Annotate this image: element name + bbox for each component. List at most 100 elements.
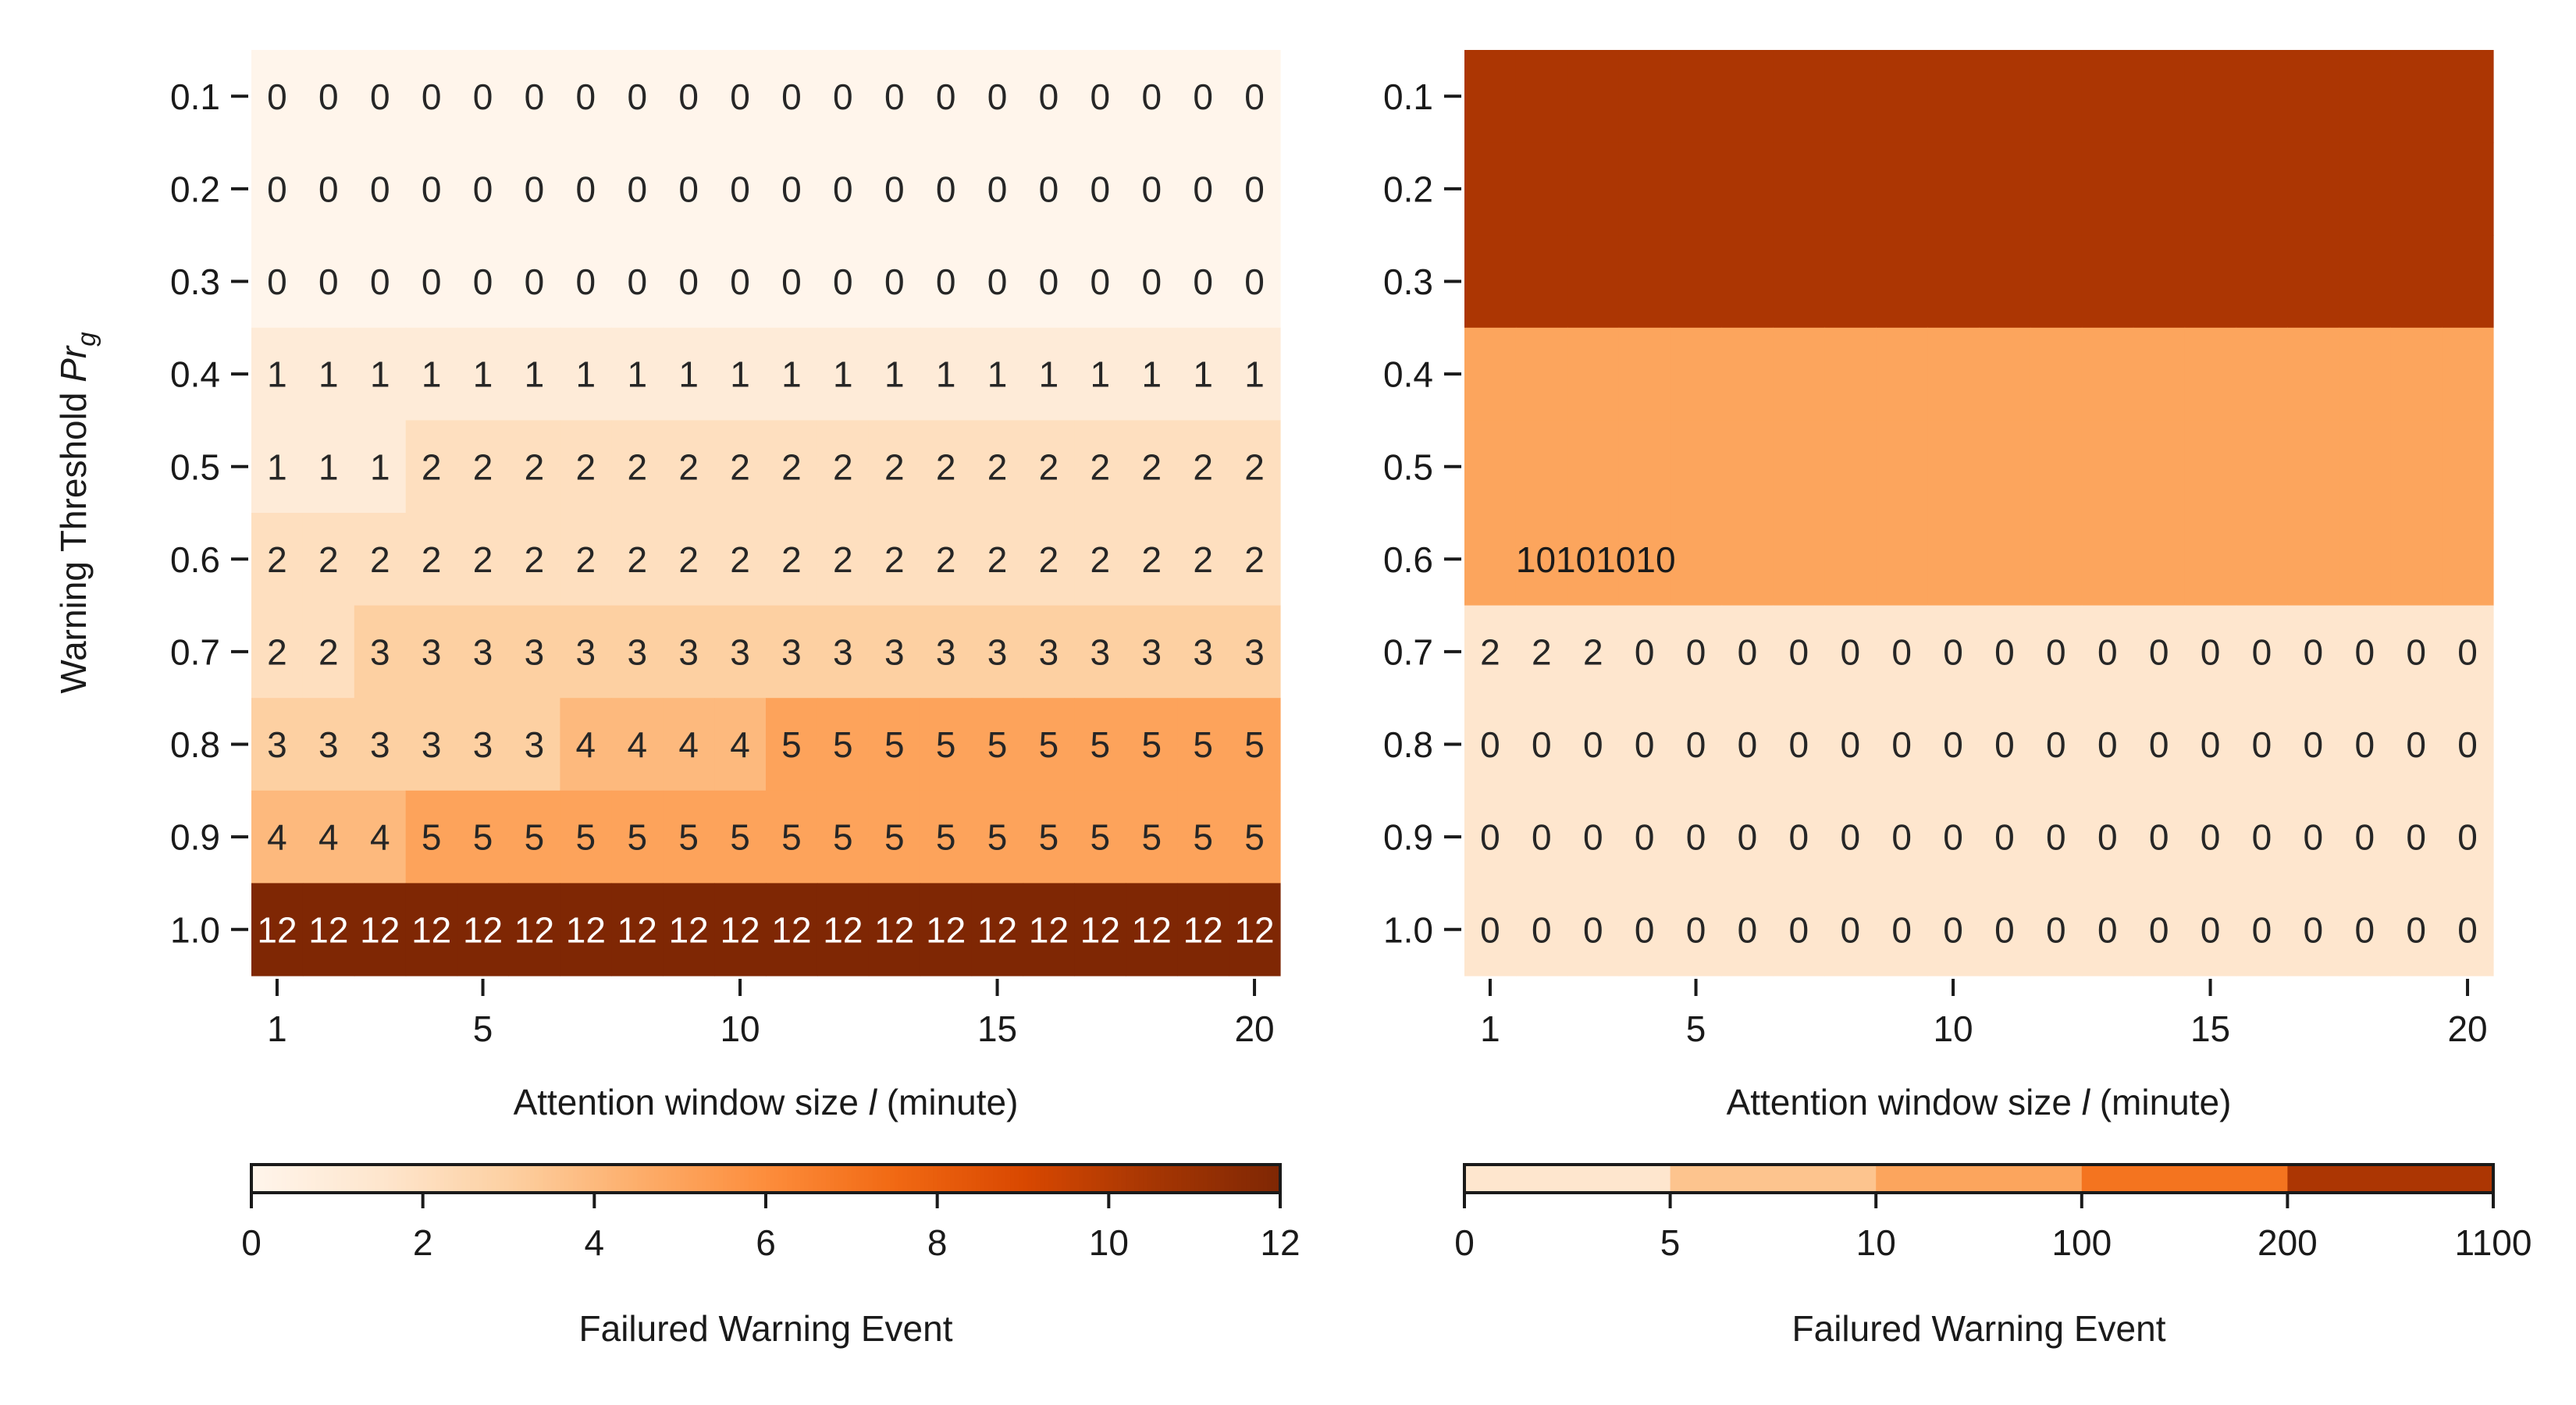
cell-value-label: 1 [1091,354,1111,395]
colorbar-segment [804,1165,809,1193]
colorbar-segment [1134,1165,1140,1193]
heatmap-cell [1721,883,1774,976]
colorbar-tick-label: 4 [585,1222,605,1263]
cell-value-label: 3 [936,631,956,672]
colorbar-segment [290,1165,295,1193]
y-tick-label: 0.3 [170,261,220,302]
heatmap-cell [302,420,355,514]
heatmap-cell [1979,235,2031,329]
cell-value-label: 3 [473,631,493,672]
colorbar-segment [795,1165,801,1193]
cell-value-label: 0 [833,261,853,302]
cell-value-label: 0 [1789,817,1809,858]
cell-value-label: 5 [884,724,905,765]
colorbar-segment [504,1165,510,1193]
cell-value-label: 5 [1244,817,1265,858]
heatmap-cell [1670,420,1723,514]
colorbar-tick-label: 1100 [2455,1222,2532,1263]
heatmap-cell [457,420,510,514]
heatmap-cell [1074,142,1126,236]
colorbar-segment [276,1165,283,1193]
cell-value-label: 0 [1840,817,1860,858]
heatmap-cell [1670,50,1723,144]
heatmap-cell [457,50,510,144]
heatmap-cell [766,698,818,791]
heatmap-cell [611,420,664,514]
cell-value-label: 1 [1039,354,1059,395]
heatmap-cell [2133,513,2186,606]
heatmap-cell [1515,698,1568,791]
cell-value-label: 0 [318,169,339,209]
heatmap-cell [971,50,1024,144]
cell-value-label: 0 [781,76,802,117]
heatmap-cell [1229,605,1281,699]
cell-value-label: 0 [2354,909,2375,950]
overlay-cell-label: 10101010 [1516,539,1676,580]
cell-value-label: 2 [627,539,647,580]
colorbar-segment [950,1165,955,1193]
cell-value-label: 12 [1234,909,1274,950]
cell-value-label: 0 [422,169,442,209]
cell-value-label: 0 [1635,631,1655,672]
heatmap-cell [611,327,664,421]
heatmap-cell [1721,235,1774,329]
cell-value-label: 3 [627,631,647,672]
colorbar-segment [757,1165,763,1193]
heatmap-cell [2236,327,2288,421]
y-tick-label: 0.6 [1383,539,1433,580]
heatmap-cell [663,883,715,976]
colorbar-segment [1138,1165,1144,1193]
cell-value-label: 5 [1141,817,1162,858]
colorbar-segment [894,1165,900,1193]
heatmap-cell [1515,790,1568,884]
heatmap-cell [2236,513,2288,606]
heatmap-cell [1618,420,1671,514]
heatmap-cell [817,235,870,329]
heatmap-cell [508,235,560,329]
colorbar-segment [444,1165,450,1193]
heatmap-cell [302,790,355,884]
cell-value-label: 0 [1244,169,1265,209]
colorbar-segment [345,1165,351,1193]
heatmap-cell [663,235,715,329]
cell-value-label: 12 [463,909,503,950]
colorbar-segment [1091,1165,1097,1193]
heatmap-cell [405,142,458,236]
colorbar-segment [1246,1165,1251,1193]
y-axis-label-subscript: g [73,332,101,347]
heatmap-cell [2030,142,2083,236]
cell-value-label: 1 [473,354,493,395]
colorbar-segment [560,1165,565,1193]
cell-value-label: 1 [318,354,339,395]
cell-value-label: 4 [627,724,647,765]
heatmap-cell [1876,235,1928,329]
cell-value-label: 3 [370,631,390,672]
x-tick-label: 1 [267,1008,287,1049]
cell-value-label: 0 [1789,909,1809,950]
heatmap-cell [1618,790,1671,884]
cell-value-label: 4 [318,817,339,858]
cell-value-label: 0 [2149,631,2169,672]
colorbar-segment [649,1165,656,1193]
heatmap-cell [1773,420,1825,514]
cell-value-label: 0 [473,169,493,209]
colorbar-segment [624,1165,630,1193]
x-axis-label: Attention window size l (minute) [1727,1082,2232,1122]
cell-value-label: 2 [1583,631,1603,672]
colorbar-tick-label: 100 [2051,1222,2112,1263]
heatmap-cell [1515,513,1568,606]
heatmap-cell [1979,698,2031,791]
colorbar-segment [877,1165,883,1193]
cell-value-label: 0 [1193,169,1213,209]
colorbar-segment [491,1165,496,1193]
heatmap-cell [1824,513,1877,606]
cell-value-label: 12 [1132,909,1172,950]
colorbar-segment [1263,1165,1268,1193]
cell-value-label: 0 [473,76,493,117]
heatmap-cell [1023,605,1075,699]
cell-value-label: 2 [833,539,853,580]
heatmap-cell [2184,883,2237,976]
colorbar-segment [941,1165,947,1193]
heatmap-cell [971,235,1024,329]
cell-value-label: 3 [422,631,442,672]
